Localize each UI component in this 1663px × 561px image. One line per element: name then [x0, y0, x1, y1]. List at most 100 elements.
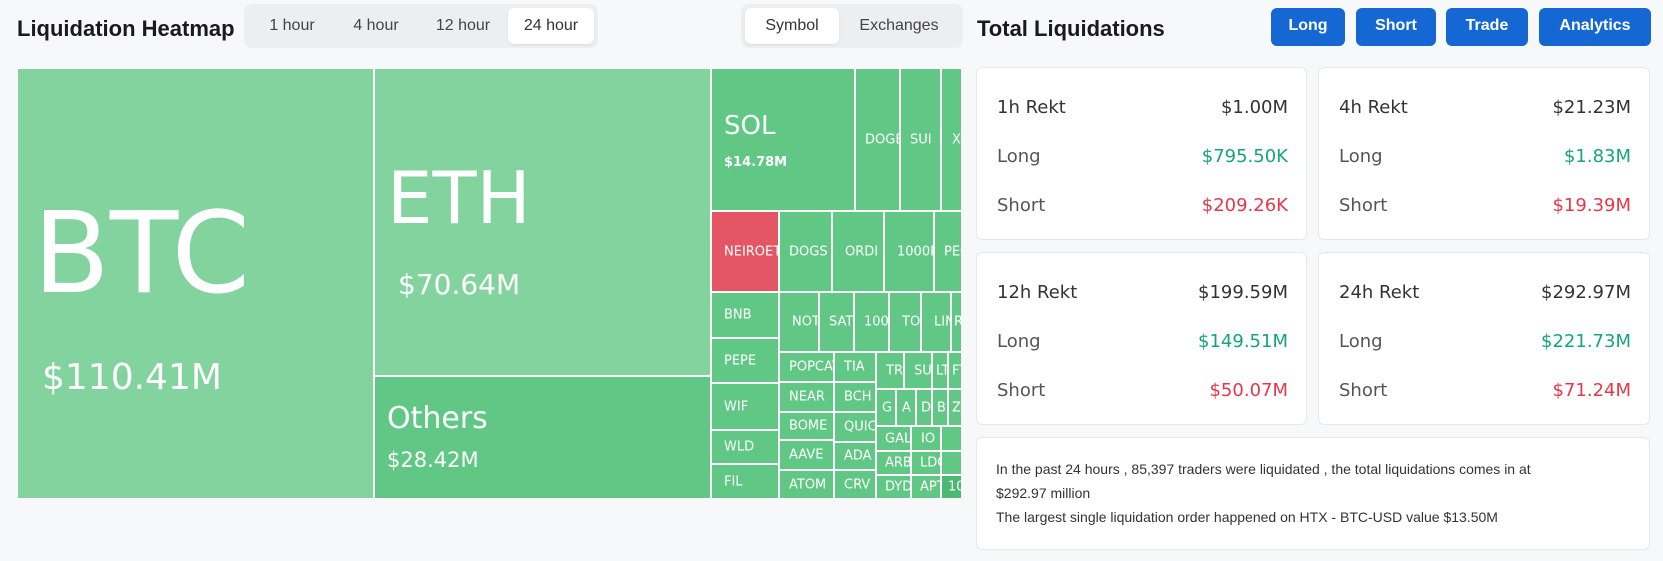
tile-dogs[interactable]: DOGS [779, 211, 832, 292]
tile-tr[interactable]: TR [876, 352, 904, 389]
short-button[interactable]: Short [1356, 8, 1436, 46]
tile-lt[interactable]: LT [932, 352, 948, 389]
tab-12-hour[interactable]: 12 hour [435, 17, 491, 34]
long-value: $1.83M [1563, 146, 1631, 167]
tile-pepe[interactable]: PEPE [711, 338, 779, 383]
tile-su[interactable]: SU [904, 352, 932, 389]
rekt-period: 4h Rekt [1339, 97, 1408, 118]
tab-4-hour[interactable]: 4 hour [353, 17, 399, 34]
tile-label: LT [936, 363, 947, 378]
tile-others-symbol: Others [387, 401, 488, 436]
tile-label: SAT [829, 314, 854, 330]
liquidation-heatmap: BTC $110.41M ETH $70.64M Others $28.42M … [17, 68, 962, 499]
tile-tia[interactable]: TIA [834, 352, 876, 382]
tile-label: PEPE [724, 353, 757, 368]
tile-ldo[interactable]: LDO [911, 451, 941, 475]
short-label: Short [997, 195, 1046, 216]
tile-wld[interactable]: WLD [711, 430, 779, 464]
tile-to[interactable]: TO [889, 292, 921, 352]
short-value: $209.26K [1201, 195, 1288, 216]
tile-ada[interactable]: ADA [834, 442, 876, 470]
tile-apt[interactable]: APT [911, 475, 941, 499]
tile-bnb[interactable]: BNB [711, 292, 779, 338]
tile-label: BOME [789, 418, 828, 434]
tile-label: ATOM [789, 477, 827, 492]
tile-eth[interactable]: ETH $70.64M [374, 68, 711, 376]
tile-label: GAL [885, 431, 911, 446]
tile-ra[interactable]: RA [951, 292, 962, 352]
short-label: Short [1339, 195, 1388, 216]
summary-text: In the past 24 hours , 85,397 traders we… [996, 457, 1637, 529]
tile-label: WLD [724, 439, 755, 455]
trade-button[interactable]: Trade [1446, 8, 1528, 46]
tile-lin[interactable]: LIN [921, 292, 951, 352]
tile-sol[interactable]: SOL $14.78M [711, 68, 855, 211]
tab-symbol[interactable]: Symbol [745, 8, 839, 44]
rekt-period: 12h Rekt [997, 282, 1078, 303]
tile-z[interactable]: Z [948, 389, 962, 426]
tab-1-hour[interactable]: 1 hour [269, 17, 315, 34]
tile-label: BNB [724, 307, 752, 323]
tile-1000pepe[interactable]: 1000PEPE [884, 211, 934, 292]
tile-sat[interactable]: SAT [819, 292, 854, 352]
tile-ft[interactable]: FT [948, 352, 962, 389]
rekt-period: 1h Rekt [997, 97, 1066, 118]
tile-wif[interactable]: WIF [711, 383, 779, 430]
tile-label: ARB [885, 455, 911, 471]
tile-gal[interactable]: GAL [876, 426, 911, 451]
tile-people[interactable]: PEOPLE [934, 211, 962, 292]
tile-d[interactable]: D [916, 389, 932, 426]
tile-label: 100 [864, 314, 889, 330]
tile-doge[interactable]: DOGE [855, 68, 900, 211]
tile-quick[interactable]: QUICK [834, 412, 876, 442]
tile-near[interactable]: NEAR [779, 382, 834, 412]
tile-label: NEIROETH [724, 244, 778, 259]
total-liquidations-title: Total Liquidations [977, 16, 1165, 41]
tab-exchanges[interactable]: Exchanges [859, 17, 939, 34]
tile-fil[interactable]: FIL [711, 464, 779, 499]
tile-extra-1[interactable] [941, 426, 962, 451]
tile-label: POPCAT [789, 359, 833, 375]
tile-label: ORDI [845, 244, 879, 259]
analytics-button[interactable]: Analytics [1539, 8, 1651, 46]
tile-btc[interactable]: BTC $110.41M [17, 68, 374, 499]
tile-ordi[interactable]: ORDI [832, 211, 884, 292]
tile-a[interactable]: A [896, 389, 916, 426]
tile-popcat[interactable]: POPCAT [779, 352, 834, 382]
tile-label: QUICK [844, 419, 876, 435]
tile-label: BCH [844, 389, 872, 405]
tile-arb[interactable]: ARB [876, 451, 911, 475]
tile-others-value: $28.42M [387, 448, 479, 472]
rekt-total: $292.97M [1541, 282, 1631, 303]
long-button[interactable]: Long [1271, 8, 1345, 46]
tile-b[interactable]: B [932, 389, 948, 426]
tile-others[interactable]: Others $28.42M [374, 376, 711, 499]
tile-1000[interactable]: 1000 [941, 475, 962, 499]
tile-neiroeth[interactable]: NEIROETH [711, 211, 779, 292]
tile-not[interactable]: NOT [779, 292, 819, 352]
tile-bome[interactable]: BOME [779, 412, 834, 440]
tile-100[interactable]: 100 [854, 292, 889, 352]
tile-aave[interactable]: AAVE [779, 440, 834, 470]
tile-g[interactable]: G [876, 389, 896, 426]
tile-label: RA [954, 314, 962, 330]
tile-label: TIA [844, 359, 865, 375]
rekt-total: $21.23M [1552, 97, 1631, 118]
tile-dydx[interactable]: DYDX [876, 475, 911, 499]
tile-btc-symbol: BTC [33, 189, 250, 319]
tile-atom[interactable]: ATOM [779, 470, 834, 499]
tile-label: LDO [920, 455, 940, 471]
tab-24-hour[interactable]: 24 hour [508, 8, 594, 44]
summary-line-3: The largest single liquidation order hap… [996, 509, 1498, 525]
heatmap-title: Liquidation Heatmap [17, 16, 235, 41]
tile-sol-value: $14.78M [724, 155, 788, 170]
tile-extra-2[interactable] [941, 451, 962, 475]
tile-io[interactable]: IO [911, 426, 941, 451]
tile-crv[interactable]: CRV [834, 470, 876, 499]
long-value: $149.51M [1198, 331, 1288, 352]
tile-label: SU [914, 363, 932, 378]
tile-bch[interactable]: BCH [834, 382, 876, 412]
tile-xrp[interactable]: XRP [941, 68, 962, 211]
tile-sui[interactable]: SUI [900, 68, 941, 211]
tile-label: FIL [724, 474, 743, 489]
